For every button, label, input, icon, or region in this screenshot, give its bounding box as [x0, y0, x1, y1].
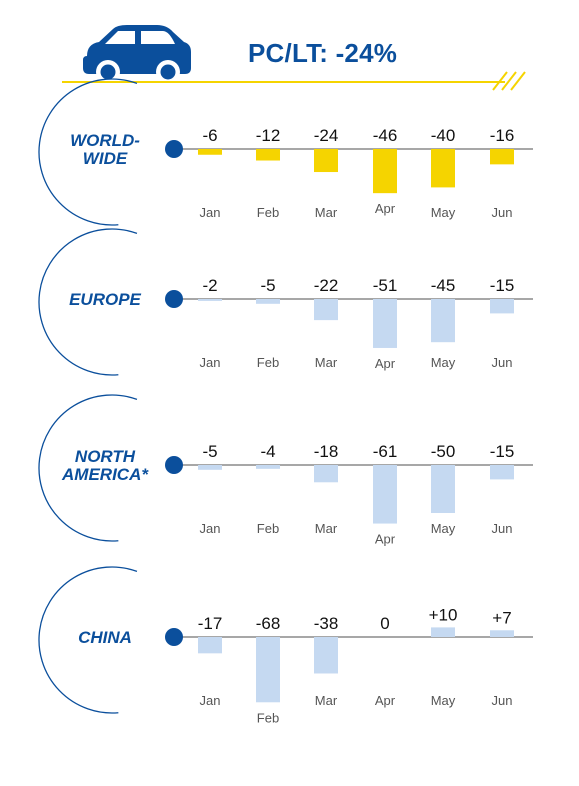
bar	[373, 465, 397, 524]
bar	[314, 637, 338, 674]
category-label: May	[431, 205, 456, 220]
bar	[198, 637, 222, 654]
bar	[256, 149, 280, 161]
category-label: Feb	[257, 355, 279, 370]
bar	[373, 299, 397, 348]
category-label: May	[431, 693, 456, 708]
bar-value-label: -46	[373, 126, 398, 145]
bar-value-label: -17	[198, 614, 223, 633]
region-label-line: WIDE	[83, 149, 128, 168]
category-label: May	[431, 355, 456, 370]
region-arc	[38, 78, 138, 226]
region-panel: CHINA -17 -68 -38 0 +10 +7 Jan Feb Mar Apr May Jun	[38, 566, 533, 725]
bar-value-label: -18	[314, 442, 339, 461]
region-panel: EUROPE -2 -5 -22 -51 -45 -15 Jan Feb Mar Apr May Jun	[38, 228, 533, 376]
region-label-line: EUROPE	[69, 290, 141, 309]
category-label: Mar	[315, 205, 338, 220]
category-label: Feb	[257, 710, 279, 725]
bar	[314, 299, 338, 321]
page-title: PC/LT: -24%	[248, 38, 398, 68]
region-label: NORTH AMERICA*	[61, 447, 149, 484]
region-arc	[38, 394, 138, 542]
bar	[490, 299, 514, 314]
category-label: Mar	[315, 355, 338, 370]
bar-value-label: -38	[314, 614, 339, 633]
category-label: Apr	[375, 356, 396, 371]
category-label: Jan	[200, 693, 221, 708]
category-label: Apr	[375, 532, 396, 547]
category-label: Jun	[492, 355, 513, 370]
bar	[256, 465, 280, 469]
bar-value-label: -2	[202, 276, 217, 295]
bar-value-label: -16	[490, 126, 515, 145]
region-dot	[165, 140, 183, 158]
category-label: Feb	[257, 205, 279, 220]
region-label-line: NORTH	[75, 447, 136, 466]
bar	[256, 637, 280, 703]
bar-value-label: 0	[380, 614, 389, 633]
category-label: Jun	[492, 205, 513, 220]
car-icon	[83, 25, 191, 84]
bar	[314, 465, 338, 483]
bar-value-label: -15	[490, 276, 515, 295]
bar	[490, 149, 514, 165]
bar	[256, 299, 280, 304]
bar-value-label: -61	[373, 442, 398, 461]
region-panel: NORTH AMERICA* -5 -4 -18 -61 -50 -15 Jan Feb Mar Ap…	[38, 394, 533, 547]
category-label: Feb	[257, 521, 279, 536]
bar-value-label: -5	[260, 276, 275, 295]
bar-value-label: -6	[202, 126, 217, 145]
bar	[198, 465, 222, 470]
region-panel: WORLD-WIDE -6 -12 -24 -46 -40 -16 Jan Feb Mar Apr M…	[38, 78, 533, 226]
category-label: Mar	[315, 521, 338, 536]
region-label: EUROPE	[69, 290, 141, 309]
bar-value-label: -4	[260, 442, 275, 461]
region-dot	[165, 628, 183, 646]
bar-value-label: -50	[431, 442, 456, 461]
category-label: Apr	[375, 693, 396, 708]
region-label-line: AMERICA*	[61, 465, 149, 484]
bar-value-label: -51	[373, 276, 398, 295]
region-dot	[165, 290, 183, 308]
bar-value-label: -45	[431, 276, 456, 295]
region-arc	[38, 228, 138, 376]
bar	[431, 299, 455, 343]
bar	[373, 149, 397, 194]
bar	[198, 299, 222, 301]
bar	[490, 630, 514, 637]
bar-value-label: +7	[492, 608, 511, 627]
category-label: Mar	[315, 693, 338, 708]
region-label-line: WORLD-	[70, 131, 140, 150]
bar-value-label: -22	[314, 276, 339, 295]
category-label: Apr	[375, 201, 396, 216]
region-dot	[165, 456, 183, 474]
category-label: Jan	[200, 521, 221, 536]
bar-value-label: -15	[490, 442, 515, 461]
region-label: CHINA	[78, 628, 132, 647]
bar	[490, 465, 514, 480]
category-label: Jun	[492, 693, 513, 708]
bar	[314, 149, 338, 173]
region-label-line: CHINA	[78, 628, 132, 647]
category-label: Jan	[200, 355, 221, 370]
category-label: Jan	[200, 205, 221, 220]
bar-value-label: -40	[431, 126, 456, 145]
category-label: Jun	[492, 521, 513, 536]
bar	[431, 149, 455, 188]
bar-value-label: -24	[314, 126, 339, 145]
region-label: WORLD-WIDE	[70, 131, 140, 168]
bar-value-label: -5	[202, 442, 217, 461]
bar	[431, 465, 455, 513]
category-label: May	[431, 521, 456, 536]
bar	[431, 627, 455, 637]
bar-value-label: +10	[429, 605, 458, 624]
bar-value-label: -68	[256, 614, 281, 633]
bar	[198, 149, 222, 155]
bar-value-label: -12	[256, 126, 281, 145]
region-arc	[38, 566, 138, 714]
slash-decoration	[492, 71, 526, 91]
